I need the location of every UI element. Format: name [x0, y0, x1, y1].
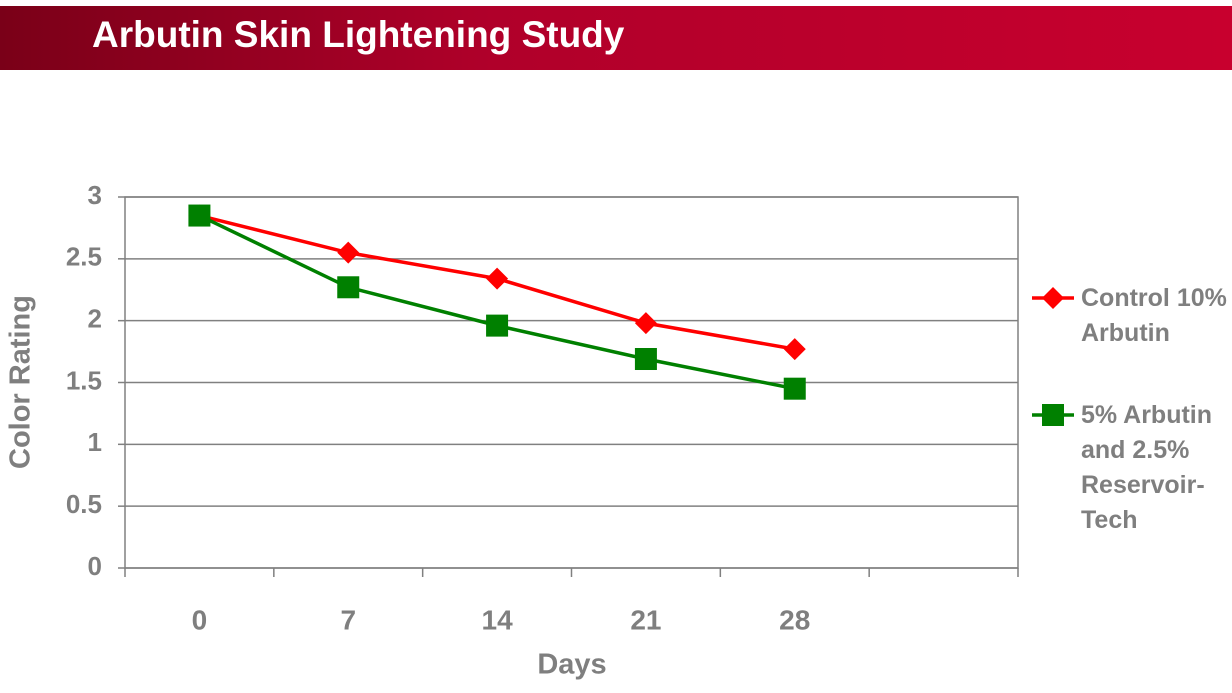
x-tick-label: 14 — [482, 604, 514, 635]
x-axis-label: Days — [537, 649, 606, 681]
data-point — [783, 377, 806, 400]
y-tick-label: 2.5 — [66, 242, 102, 272]
title-banner — [0, 6, 1232, 70]
y-tick-label: 1 — [88, 427, 102, 457]
data-point — [634, 348, 657, 371]
data-point — [783, 338, 806, 361]
x-tick-label: 7 — [340, 604, 356, 635]
y-tick-label: 2 — [88, 304, 102, 334]
legend-marker — [1042, 404, 1064, 426]
data-point — [188, 204, 211, 227]
chart-title: Arbutin Skin Lightening Study — [92, 14, 625, 55]
legend-marker — [1042, 287, 1064, 309]
data-point — [486, 314, 509, 337]
legend-label: 5% Arbutin and 2.5% Reservoir-Tech — [1081, 401, 1213, 534]
y-tick-label: 3 — [88, 180, 102, 210]
legend-label: Control 10% Arbutin — [1081, 284, 1227, 347]
series-line — [198, 213, 796, 391]
x-tick-label: 0 — [192, 604, 208, 635]
data-point — [337, 241, 360, 264]
y-tick-label: 1.5 — [66, 365, 102, 395]
data-point — [634, 312, 657, 335]
y-tick-label: 0.5 — [66, 489, 102, 519]
data-point — [486, 267, 509, 290]
x-tick-label: 28 — [779, 604, 810, 635]
y-tick-label: 0 — [88, 551, 102, 581]
x-tick-label: 21 — [630, 604, 661, 635]
y-axis-label: Color Rating — [5, 295, 37, 469]
data-point — [337, 276, 360, 299]
